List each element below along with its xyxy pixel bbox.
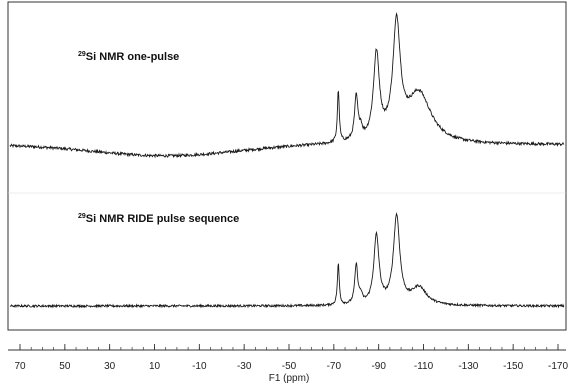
x-tick-label: -110: [414, 361, 434, 372]
x-axis-title: F1 (ppm): [269, 373, 310, 384]
x-tick-label: -50: [282, 361, 297, 372]
spectrum-panel-1: 29Si NMR one-pulse: [9, 11, 565, 159]
spectrum-trace: [9, 212, 565, 309]
x-tick-label: 70: [14, 361, 26, 372]
plot-border: [7, 1, 567, 331]
spectrum-trace: [9, 11, 565, 159]
x-tick-label: -70: [327, 361, 342, 372]
x-tick-label: -130: [458, 361, 478, 372]
x-tick-label: -90: [371, 361, 386, 372]
spectrum-label: 29Si NMR one-pulse: [78, 51, 179, 63]
spectrum-label-text: Si NMR one-pulse: [86, 51, 180, 63]
x-tick-label: 10: [149, 361, 161, 372]
x-tick-label: -150: [503, 361, 523, 372]
x-tick-label: -10: [192, 361, 207, 372]
x-tick-label: 30: [104, 361, 116, 372]
spectrum-label: 29Si NMR RIDE pulse sequence: [78, 213, 239, 225]
x-tick-label: 50: [59, 361, 71, 372]
spectrum-label-text: Si NMR RIDE pulse sequence: [86, 213, 239, 225]
spectrum-panel-2: 29Si NMR RIDE pulse sequence: [9, 212, 565, 309]
x-tick-label: -170: [548, 361, 568, 372]
isotope-superscript: 29: [78, 51, 86, 58]
isotope-superscript: 29: [78, 213, 86, 220]
x-axis: 70 50 30 10 -10 -30 -50 -70 -90 -110 -130 -150 -170: [8, 344, 568, 372]
plot-frame: [7, 1, 567, 331]
x-tick-label: -30: [237, 361, 252, 372]
